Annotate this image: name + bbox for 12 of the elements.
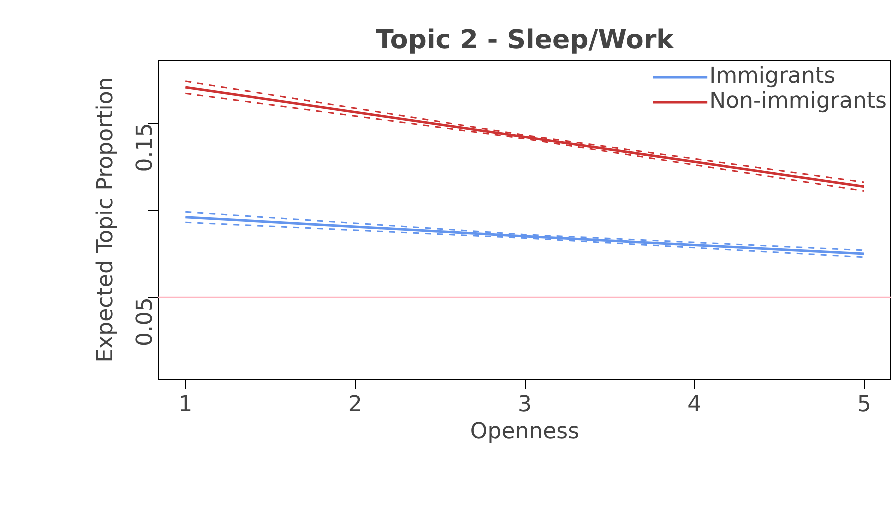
x-tick-label: 2 [348,392,362,418]
chart-title: Topic 2 - Sleep/Work [376,26,675,56]
x-tick-label: 3 [518,392,532,418]
x-tick-label: 5 [857,392,872,418]
y-tick-label: 0.05 [133,298,158,347]
legend-label: Immigrants [710,64,836,89]
y-axis-title: Expected Topic Proportion [94,77,118,363]
legend-label: Non-immigrants [710,89,887,114]
x-tick-label: 1 [178,392,193,418]
x-axis-title: Openness [470,420,580,444]
x-tick-label: 4 [688,392,702,418]
y-tick-label: 0.15 [133,123,158,172]
